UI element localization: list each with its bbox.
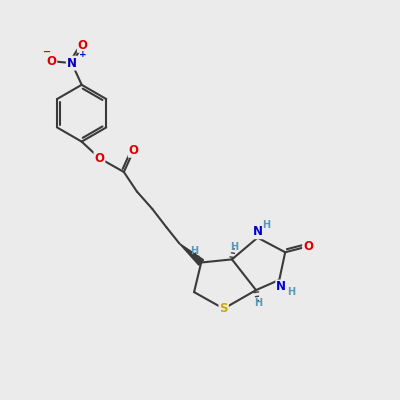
Polygon shape <box>180 244 204 265</box>
Text: N: N <box>276 280 286 294</box>
Text: H: H <box>262 220 270 230</box>
Text: N: N <box>252 225 262 238</box>
Text: +: + <box>79 50 86 59</box>
Text: O: O <box>94 152 104 165</box>
Text: O: O <box>129 144 139 157</box>
Text: H: H <box>230 242 238 252</box>
Text: S: S <box>220 302 228 315</box>
Text: O: O <box>46 55 56 68</box>
Text: H: H <box>287 287 295 297</box>
Text: O: O <box>78 39 88 52</box>
Text: O: O <box>303 240 313 253</box>
Text: H: H <box>254 298 262 308</box>
Text: −: − <box>43 47 51 57</box>
Text: H: H <box>190 246 198 256</box>
Text: N: N <box>67 57 77 70</box>
